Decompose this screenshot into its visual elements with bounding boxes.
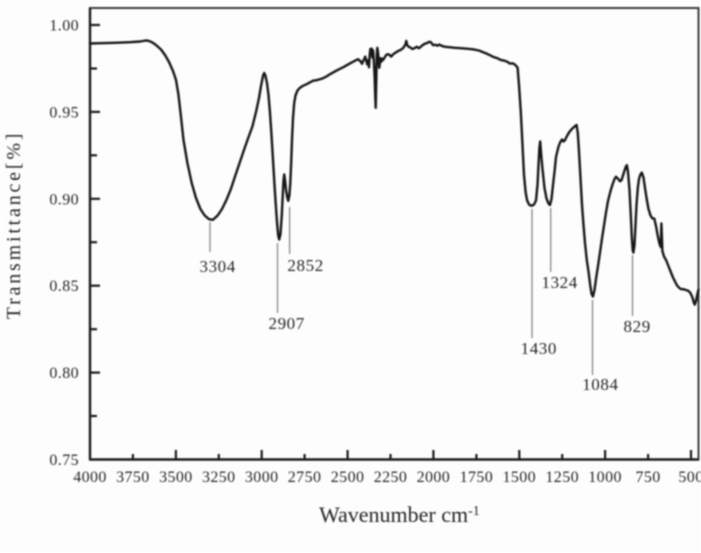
- svg-text:3304: 3304: [199, 257, 235, 276]
- svg-text:3000: 3000: [245, 469, 279, 486]
- svg-text:1000: 1000: [588, 469, 622, 486]
- svg-text:1430: 1430: [521, 339, 557, 358]
- svg-text:1500: 1500: [502, 469, 536, 486]
- svg-text:4000: 4000: [73, 469, 107, 486]
- svg-text:0.80: 0.80: [49, 365, 79, 382]
- svg-text:3250: 3250: [202, 469, 236, 486]
- svg-text:1324: 1324: [541, 273, 577, 292]
- svg-text:3750: 3750: [116, 469, 150, 486]
- svg-text:2000: 2000: [417, 469, 451, 486]
- svg-text:2500: 2500: [331, 469, 365, 486]
- svg-text:1.00: 1.00: [49, 18, 79, 35]
- svg-text:750: 750: [635, 469, 660, 486]
- svg-text:3500: 3500: [159, 469, 193, 486]
- svg-text:2852: 2852: [287, 256, 323, 275]
- svg-text:1750: 1750: [460, 469, 494, 486]
- svg-text:829: 829: [624, 317, 651, 336]
- svg-text:500: 500: [678, 469, 701, 486]
- svg-text:1250: 1250: [545, 469, 579, 486]
- svg-text:Transmittance[%]: Transmittance[%]: [3, 131, 25, 319]
- svg-text:2750: 2750: [288, 469, 322, 486]
- svg-text:0.85: 0.85: [49, 278, 79, 295]
- svg-text:0.75: 0.75: [49, 452, 79, 469]
- svg-text:2907: 2907: [268, 314, 304, 333]
- svg-text:0.95: 0.95: [49, 104, 79, 121]
- svg-text:Wavenumber cm-1: Wavenumber cm-1: [319, 502, 480, 527]
- svg-text:0.90: 0.90: [49, 191, 79, 208]
- svg-text:2250: 2250: [374, 469, 408, 486]
- svg-text:1084: 1084: [582, 375, 618, 394]
